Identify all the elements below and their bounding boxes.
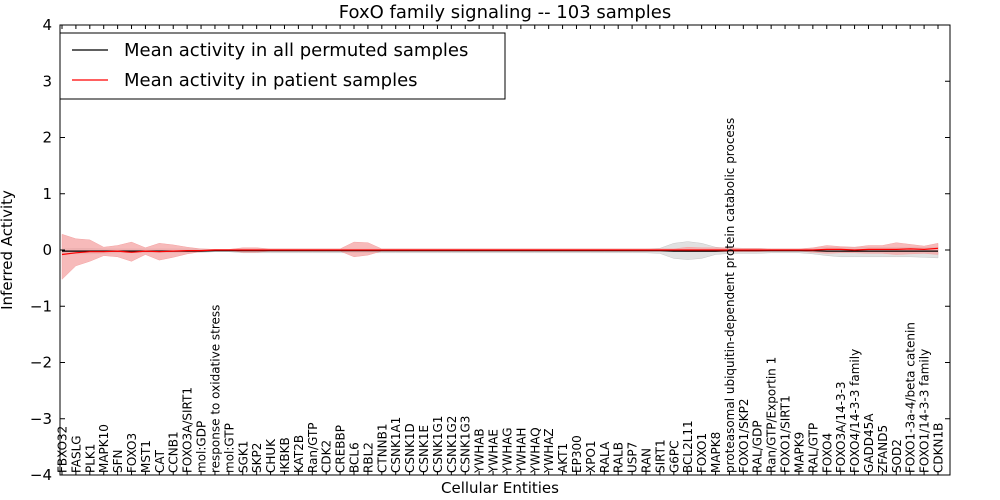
x-tick-label: CAT [153,449,167,473]
x-tick-label: XPO1 [584,440,598,473]
x-tick-label: RALA [598,441,612,473]
x-tick-label: FOXO4/14-3-3 family [848,349,862,473]
x-tick-label: CSNK1D [403,423,417,473]
x-tick-label: FOXO3 [125,433,139,473]
y-tick-label: −2 [30,354,52,372]
x-tick-label: YWHAZ [542,428,556,474]
x-tick-label: SGK1 [236,441,250,473]
x-tick-label: RALB [612,442,626,473]
x-tick-label: SOD2 [890,439,904,473]
x-tick-label: FOXO1-3a-4/beta catenin [904,322,918,473]
x-tick-label: CSNK1E [417,425,431,473]
x-tick-label: RAL/GTP [806,423,820,473]
x-tick-label: BCL6 [348,442,362,473]
x-tick-label: BCL2L11 [681,420,695,473]
x-tick-label: MAPK8 [709,432,723,473]
y-tick-label: −1 [30,297,52,315]
x-tick-label: FBXO32 [56,426,70,473]
x-tick-label: CCNB1 [167,431,181,473]
x-tick-label: FOXO4 [820,433,834,473]
line-series-1 [61,247,939,256]
x-tick-label: USP7 [626,442,640,473]
x-tick-label: CDKN1B [932,423,946,473]
x-tick-label: CSNK1G1 [431,416,445,473]
x-tick-label: GADD45A [862,413,876,473]
x-tick-label: FOXO1/SKP2 [737,398,751,473]
x-tick-label: MAPK10 [97,424,111,473]
band-series-1 [61,233,939,280]
x-tick-label: SFN [111,450,125,474]
x-axis-label: Cellular Entities [441,479,559,497]
x-tick-label: RAL/GDP [751,420,765,473]
y-tick-label: 3 [42,72,52,90]
x-tick-label: mol:GTP [222,423,236,473]
x-tick-label: CHUK [264,438,278,473]
series-lines [61,247,939,256]
x-tick-label: SIRT1 [653,439,667,473]
x-tick-label: MAPK9 [793,432,807,473]
x-tick-label: FOXO3A/SIRT1 [181,387,195,473]
x-tick-label: CREBBP [334,425,348,473]
y-tick-label: 4 [42,16,52,34]
x-tick-label: YWHAQ [528,427,542,474]
x-tick-label: CSNK1A1 [389,417,403,473]
x-tick-label: SKP2 [250,443,264,473]
x-tick-label: Ran/GTP/Exportin 1 [765,357,779,473]
x-tick-label: YWHAE [487,429,501,474]
y-tick-label: −3 [30,410,52,428]
y-axis: −4 −3 −2 −1 0 1 2 3 4 [30,16,950,484]
x-tick-label: MST1 [139,440,153,473]
x-tick-label: Ran/GTP [306,422,320,473]
x-tick-label: FOXO1/SIRT1 [779,395,793,473]
x-tick-label: CSNK1G3 [459,416,473,473]
chart-title: FoxO family signaling -- 103 samples [339,2,671,23]
x-tick-label: YWHAH [514,428,528,474]
x-tick-label: RBL2 [361,442,375,473]
legend-box [59,32,506,100]
x-tick-label: CSNK1G2 [445,416,459,473]
y-tick-label: −4 [30,466,52,484]
x-tick-label: YWHAB [473,428,487,474]
y-axis-label: Inferred Activity [0,190,16,310]
x-tick-label: KAT2B [292,435,306,473]
y-tick-label: 1 [42,185,52,203]
x-tick-label: response to oxidative stress [209,305,223,473]
legend-label-permuted: Mean activity in all permuted samples [124,40,468,61]
x-tick-label: FASLG [69,435,83,473]
x-tick-label: CDK2 [320,440,334,473]
x-tick-label: AKT1 [556,443,570,473]
x-tick-label: proteasomal ubiquitin-dependent protein … [723,118,737,473]
x-tick-label: RAN [640,448,654,473]
x-tick-label: FOXO3A/14-3-3 [834,381,848,473]
x-tick-label: EP300 [570,435,584,473]
y-tick-label: 2 [42,129,52,147]
x-tick-label: PLK1 [83,444,97,473]
x-tick-label: FOXO1/14-3-3 family [918,349,932,473]
x-tick-label: mol:GDP [195,421,209,473]
x-tick-label: ZFAND5 [876,425,890,473]
x-tick-label: IKBKB [278,437,292,473]
legend: Mean activity in all permuted samples Me… [59,32,506,100]
y-tick-label: 0 [42,241,52,259]
x-tick-label: CTNNB1 [375,423,389,473]
x-axis: FBXO32 FASLG PLK1 MAPK10 SFN FOXO3 MST1 CAT CCNB… [56,25,946,475]
legend-label-patient: Mean activity in patient samples [124,70,418,91]
x-tick-label: G6PC [667,440,681,473]
x-tick-label: YWHAG [501,427,515,474]
x-tick-label: FOXO1 [695,433,709,473]
